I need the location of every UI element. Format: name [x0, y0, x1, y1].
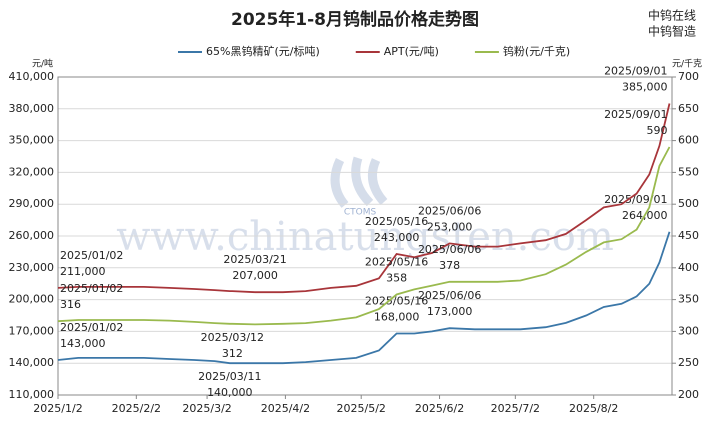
- y-tick-label: 290,000: [9, 197, 55, 210]
- legend-label: 65%黑钨精矿(元/标吨): [206, 44, 320, 58]
- watermark: www.chinatungsten.com: [116, 214, 614, 260]
- legend-label: APT(元/吨): [384, 45, 439, 58]
- y2-tick-label: 300: [678, 324, 699, 337]
- y2-tick-label: 700: [678, 70, 699, 83]
- annotation-value: 590: [646, 124, 667, 137]
- annotation-value: 207,000: [232, 269, 278, 282]
- annotation-date: 2025/09/01: [604, 65, 667, 78]
- annotation-date: 2025/01/02: [60, 249, 123, 262]
- y2-tick-label: 250: [678, 356, 699, 369]
- y2-unit: 元/千克: [672, 59, 702, 70]
- annotation-date: 2025/05/16: [365, 256, 428, 269]
- annotation-value: 168,000: [374, 311, 420, 324]
- brand: 中钨在线: [648, 8, 696, 23]
- x-tick-label: 2025/8/2: [569, 402, 618, 415]
- x-tick-label: 2025/3/2: [182, 402, 231, 415]
- y-tick-label: 410,000: [9, 70, 55, 83]
- annotation-date: 2025/01/02: [60, 282, 123, 295]
- logo-text: CTOMS: [344, 208, 377, 218]
- y2-tick-label: 450: [678, 229, 699, 242]
- logo: [330, 156, 388, 208]
- y-tick-label: 140,000: [9, 356, 55, 369]
- annotation-value: 211,000: [60, 265, 106, 278]
- y-tick-label: 200,000: [9, 293, 55, 306]
- annotation-date: 2025/06/06: [418, 289, 481, 302]
- annotation-date: 2025/03/21: [223, 253, 286, 266]
- y-tick-label: 350,000: [9, 134, 55, 147]
- x-tick-label: 2025/4/2: [261, 402, 310, 415]
- annotation-date: 2025/01/02: [60, 321, 123, 334]
- annotation-date: 2025/09/01: [604, 108, 667, 121]
- annotation-date: 2025/05/16: [365, 295, 428, 308]
- annotation-date: 2025/06/06: [418, 243, 481, 256]
- y-tick-label: 170,000: [9, 324, 55, 337]
- y2-tick-label: 650: [678, 102, 699, 115]
- y2-tick-label: 200: [678, 388, 699, 401]
- x-tick-label: 2025/5/2: [337, 402, 386, 415]
- annotation-value: 173,000: [427, 305, 473, 318]
- x-tick-label: 2025/1/2: [33, 402, 82, 415]
- y-tick-label: 110,000: [9, 388, 55, 401]
- y2-tick-label: 600: [678, 134, 699, 147]
- y2-tick-label: 550: [678, 165, 699, 178]
- annotation-value: 358: [386, 272, 407, 285]
- annotation-value: 312: [222, 347, 243, 360]
- y2-tick-label: 350: [678, 293, 699, 306]
- annotation-value: 140,000: [207, 386, 253, 399]
- annotation-value: 385,000: [622, 81, 668, 94]
- x-tick-label: 2025/2/2: [112, 402, 161, 415]
- x-tick-label: 2025/6/2: [415, 402, 464, 415]
- annotation-value: 243,000: [374, 231, 420, 244]
- annotation-date: 2025/03/12: [201, 331, 264, 344]
- annotation-value: 253,000: [427, 220, 473, 233]
- legend-label: 钨粉(元/千克): [503, 45, 570, 58]
- y-unit: 元/吨: [32, 58, 53, 70]
- annotation-date: 2025/03/11: [198, 370, 261, 383]
- annotation-date: 2025/05/16: [365, 215, 428, 228]
- y2-tick-label: 400: [678, 261, 699, 274]
- y-tick-label: 230,000: [9, 261, 55, 274]
- series-line: [57, 103, 671, 294]
- chart-title: 2025年1-8月钨制品价格走势图: [231, 9, 479, 30]
- plot-frame: [57, 76, 673, 396]
- y-tick-label: 260,000: [9, 229, 55, 242]
- series-line: [57, 231, 671, 365]
- annotation-value: 378: [439, 259, 460, 272]
- y2-tick-label: 500: [678, 197, 699, 210]
- annotation-value: 143,000: [60, 337, 106, 350]
- annotation-date: 2025/06/06: [418, 204, 481, 217]
- series-line: [57, 146, 671, 326]
- annotation-value: 316: [60, 298, 81, 311]
- y-tick-label: 320,000: [9, 165, 55, 178]
- brand: 中钨智造: [648, 24, 696, 39]
- y-tick-label: 380,000: [9, 102, 55, 115]
- x-tick-label: 2025/7/2: [491, 402, 540, 415]
